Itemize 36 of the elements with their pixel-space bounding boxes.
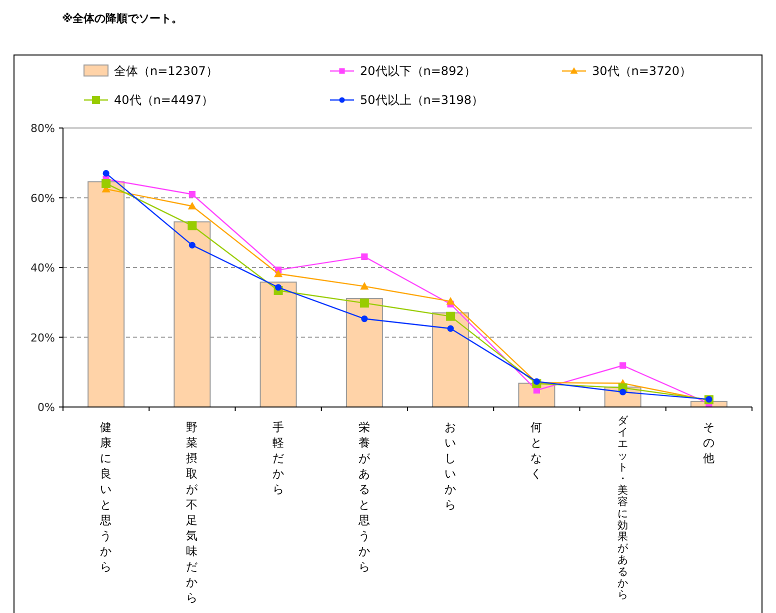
- y-tick-label: 40%: [30, 262, 55, 274]
- point: [361, 315, 368, 322]
- point: [446, 297, 455, 305]
- x-tick-label: 何となく: [530, 420, 543, 480]
- legend-label: 全体（n=12307）: [114, 64, 218, 78]
- y-tick-label: 20%: [30, 331, 55, 344]
- point: [620, 362, 626, 369]
- x-tick-label: その他: [702, 420, 715, 465]
- chart-title: ※全体の降順でソート。: [62, 12, 183, 25]
- y-tick-label: 80%: [30, 122, 55, 135]
- category-label: 健康に良いと思うから: [100, 420, 112, 574]
- legend-label: 30代（n=3720）: [592, 64, 692, 78]
- point: [102, 178, 111, 188]
- y-tick-label: 0%: [38, 401, 55, 414]
- point: [360, 298, 369, 308]
- point: [102, 170, 110, 177]
- legend-label: 40代（n=4497）: [114, 93, 214, 107]
- legend-label: 20代以下（n=892）: [360, 64, 476, 78]
- point: [188, 242, 196, 248]
- point: [275, 284, 282, 291]
- category-label: 野菜摂取が不足気味だから: [186, 420, 198, 604]
- x-tick-label: 手軽だから: [272, 420, 284, 496]
- point: [188, 221, 197, 230]
- point: [274, 269, 283, 278]
- category-label: 栄養があると思うから: [358, 420, 370, 574]
- point: [447, 325, 454, 332]
- point: [188, 202, 196, 210]
- y-tick-label: 60%: [30, 192, 55, 205]
- point: [188, 190, 196, 198]
- category-label: ダイエット・美容に効果があるから: [617, 415, 628, 601]
- point: [360, 282, 369, 290]
- legend-label: 50代以上（n=3198）: [360, 93, 484, 107]
- point: [620, 388, 626, 396]
- x-tick-label: おいしいから: [444, 420, 457, 512]
- point: [361, 253, 368, 260]
- point: [446, 312, 456, 321]
